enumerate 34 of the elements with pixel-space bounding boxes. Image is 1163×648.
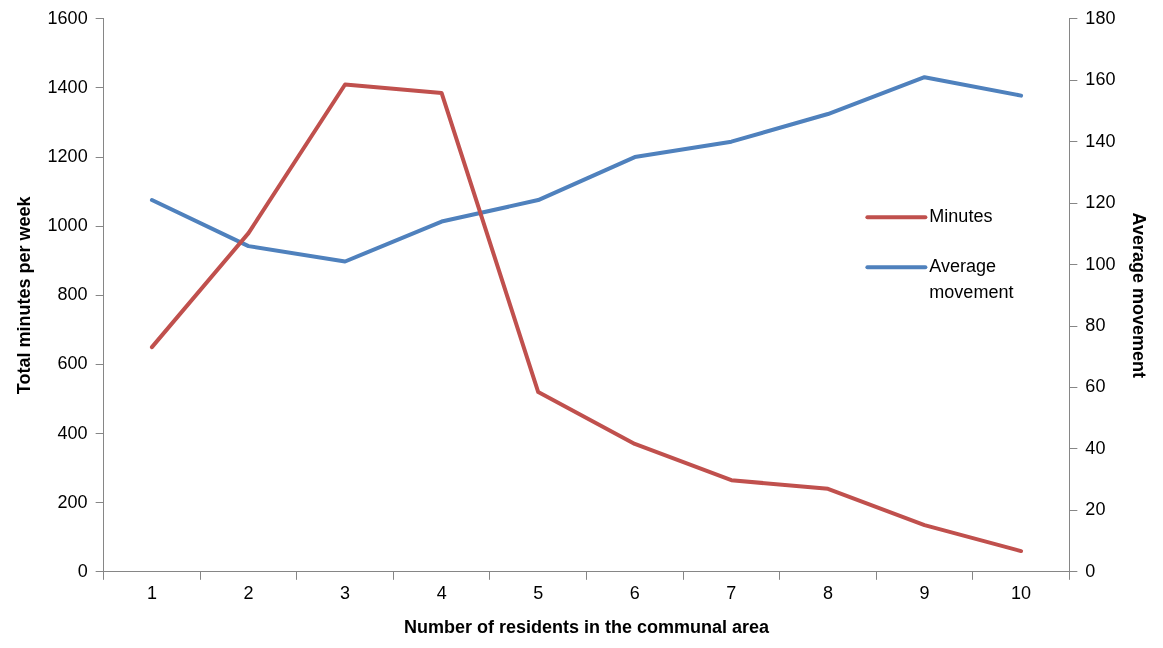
x-tick-label: 1 [146, 582, 157, 603]
y2-tick-label: 140 [1085, 130, 1116, 151]
y-tick-label: 800 [57, 284, 88, 305]
x-tick-label: 2 [243, 582, 254, 603]
x-tick-label: 6 [629, 582, 640, 603]
y-axis-title: Total minutes per week [13, 195, 34, 395]
x-tick-label: 4 [436, 582, 447, 603]
y2-tick-label: 100 [1085, 253, 1116, 274]
legend-label: Minutes [929, 206, 993, 227]
y2-tick-label: 120 [1085, 192, 1116, 213]
x-tick-label: 10 [1011, 582, 1032, 603]
x-tick-label: 7 [726, 582, 737, 603]
x-tick-label: 9 [919, 582, 930, 603]
y2-tick-label: 0 [1085, 560, 1096, 581]
x-tick-label: 3 [340, 582, 351, 603]
y-tick-label: 400 [57, 422, 88, 443]
y-tick-label: 1200 [47, 146, 88, 167]
y2-tick-label: 160 [1085, 69, 1116, 90]
y-tick-label: 200 [57, 491, 88, 512]
y2-tick-label: 20 [1085, 499, 1106, 520]
y2-tick-label: 60 [1085, 376, 1106, 397]
y-tick-label: 0 [77, 560, 88, 581]
y-tick-label: 600 [57, 353, 88, 374]
x-axis-title: Number of residents in the communal area [403, 617, 771, 638]
y-tick-label: 1000 [47, 215, 88, 236]
y2-tick-label: 40 [1085, 437, 1106, 458]
y2-tick-label: 180 [1085, 7, 1116, 28]
y2-tick-label: 80 [1085, 314, 1106, 335]
y-tick-label: 1600 [47, 7, 88, 28]
y-tick-label: 1400 [47, 76, 88, 97]
legend-label: Average movement [929, 256, 1014, 303]
x-tick-label: 8 [822, 582, 833, 603]
y2-axis-title: Average movement [1129, 212, 1150, 378]
x-tick-label: 5 [533, 582, 544, 603]
